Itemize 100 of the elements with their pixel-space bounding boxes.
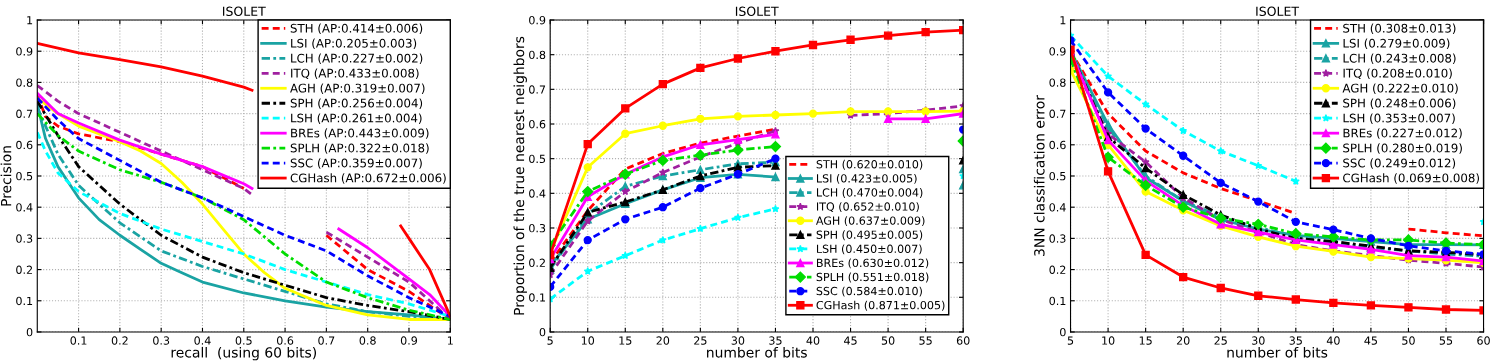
y-tick-label: 0.6 [1049, 140, 1066, 150]
y-tick-label: 0.3 [16, 234, 33, 243]
y-tick-label: 0 [539, 327, 546, 337]
y-tick-label: 0.6 [16, 140, 33, 150]
y-tick-label: 1 [1060, 16, 1066, 25]
legend-label: SPH (0.495±0.005) [816, 230, 923, 241]
legend-label: CGHash (AP:0.672±0.006) [290, 173, 446, 184]
legend-label: BREs (0.227±0.012) [1343, 128, 1462, 139]
y-tick-label: 1 [27, 16, 33, 25]
y-tick-label: 0 [1060, 327, 1066, 337]
y-axis-title: 3NN classification error [1033, 95, 1045, 256]
y-axis-title: Precision [0, 146, 12, 206]
legend-label: LSI (AP:0.205±0.003) [291, 38, 417, 50]
legend-label: LCH (AP:0.227±0.002) [291, 53, 423, 65]
legend-label: LSH (AP:0.261±0.004) [291, 113, 422, 124]
x-axis-title: number of bits [707, 346, 807, 358]
y-tick-label: 0.8 [529, 50, 546, 60]
x-tick-label: 0.3 [153, 336, 170, 345]
legend-label: SPLH (0.280±0.019) [1343, 143, 1462, 154]
x-tick-label: 0.2 [111, 336, 128, 345]
x-tick-label: 15 [1139, 336, 1152, 345]
x-tick-label: 35 [769, 336, 782, 345]
legend-label: LCH (0.243±0.008) [1343, 53, 1456, 65]
x-tick-label: 10 [581, 336, 595, 345]
legend-label: SSC (0.584±0.010) [816, 286, 922, 297]
x-tick-label: 0.8 [359, 336, 376, 345]
chart-title: ISOLET [1256, 6, 1300, 17]
x-tick-label: 60 [1477, 336, 1490, 345]
x-axis-title: number of bits [1227, 346, 1328, 358]
legend-label: STH (AP:0.414±0.006) [290, 23, 423, 35]
x-tick-label: 55 [919, 336, 932, 345]
y-tick-label: 0.7 [1049, 109, 1066, 118]
x-tick-label: 55 [1439, 336, 1453, 345]
y-tick-label: 0.7 [529, 85, 546, 94]
y-tick-label: 0.9 [1049, 47, 1066, 56]
legend-label: SPH (AP:0.256±0.004) [290, 98, 423, 109]
x-tick-label: 45 [844, 336, 857, 345]
x-axis-title: recall (using 60 bits) [171, 346, 317, 361]
y-tick-label: 0.8 [1049, 78, 1066, 87]
x-tick-label: 0.6 [276, 336, 294, 345]
legend-label: SSC (0.249±0.012) [1343, 158, 1456, 169]
legend-label: BREs (0.630±0.012) [816, 258, 929, 269]
y-tick-label: 0.1 [1049, 296, 1066, 306]
legend-label: LSH (0.450±0.007) [816, 244, 922, 255]
y-tick-label: 0.5 [16, 171, 33, 181]
y-tick-label: 0.4 [1049, 203, 1066, 212]
legend-label: SSC (AP:0.359±0.007) [290, 158, 422, 169]
y-tick-label: 0.9 [16, 47, 33, 56]
x-tick-label: 45 [1364, 336, 1378, 345]
x-tick-label: 10 [1102, 336, 1115, 345]
y-tick-label: 0.1 [529, 293, 545, 302]
legend-label: STH (0.308±0.013) [1343, 23, 1456, 35]
x-tick-label: 1 [447, 336, 453, 345]
x-tick-label: 0.5 [235, 336, 252, 345]
legend-label: LCH (0.470±0.004) [816, 188, 923, 198]
x-tick-label: 30 [731, 336, 745, 345]
y-tick-label: 0.4 [529, 189, 546, 198]
legend-label: STH (0.620±0.010) [816, 159, 923, 170]
y-tick-label: 0.2 [529, 258, 545, 268]
legend-label: AGH (0.637±0.009) [815, 216, 925, 227]
legend-label: CGHash (0.871±0.005) [816, 300, 945, 311]
x-tick-label: 0.4 [194, 336, 211, 345]
y-tick-label: 0.2 [16, 265, 32, 274]
x-tick-label: 50 [881, 336, 895, 345]
x-tick-label: 5 [547, 336, 553, 345]
y-tick-label: 0.8 [16, 78, 33, 87]
x-tick-label: 15 [619, 336, 632, 345]
y-tick-label: 0.5 [529, 154, 546, 164]
chart-title: ISOLET [735, 6, 779, 17]
x-tick-label: 25 [694, 336, 707, 345]
chart-title: ISOLET [223, 6, 266, 17]
x-tick-label: 40 [806, 336, 820, 345]
x-tick-label: 0.1 [70, 336, 87, 345]
x-tick-label: 5 [1067, 336, 1074, 345]
y-tick-label: 0 [26, 327, 33, 337]
y-axis-title: Proportion of the true nearest neighbors [513, 36, 527, 315]
legend-label: AGH (0.222±0.010) [1342, 83, 1458, 94]
legend-label: CGHash (0.069±0.008) [1343, 173, 1479, 184]
y-tick-label: 0.4 [16, 203, 33, 212]
legend-label: SPLH (0.551±0.018) [816, 272, 929, 283]
legend-label: AGH (AP:0.319±0.007) [290, 83, 425, 94]
legend-label: LSI (0.423±0.005) [816, 173, 917, 184]
y-tick-label: 0.6 [529, 119, 546, 129]
x-tick-label: 25 [1214, 336, 1227, 345]
y-tick-label: 0.3 [529, 223, 546, 233]
y-tick-label: 0.5 [1049, 171, 1066, 181]
y-tick-label: 0.7 [16, 109, 33, 118]
x-tick-label: 40 [1326, 336, 1340, 345]
legend-label: ITQ (0.652±0.010) [816, 202, 919, 213]
x-tick-label: 60 [956, 336, 970, 345]
x-tick-label: 0.9 [400, 336, 418, 345]
legend-label: ITQ (AP:0.433±0.008) [291, 68, 419, 79]
x-tick-label: 30 [1252, 336, 1265, 345]
x-tick-label: 35 [1289, 336, 1302, 345]
y-tick-label: 0.9 [529, 15, 546, 25]
legend-label: LSI (0.279±0.009) [1343, 38, 1450, 50]
x-tick-label: 0.7 [318, 336, 335, 345]
y-tick-label: 0.2 [1049, 265, 1066, 274]
x-tick-label: 20 [656, 336, 670, 345]
legend-label: SPLH (AP:0.322±0.018) [290, 143, 429, 154]
